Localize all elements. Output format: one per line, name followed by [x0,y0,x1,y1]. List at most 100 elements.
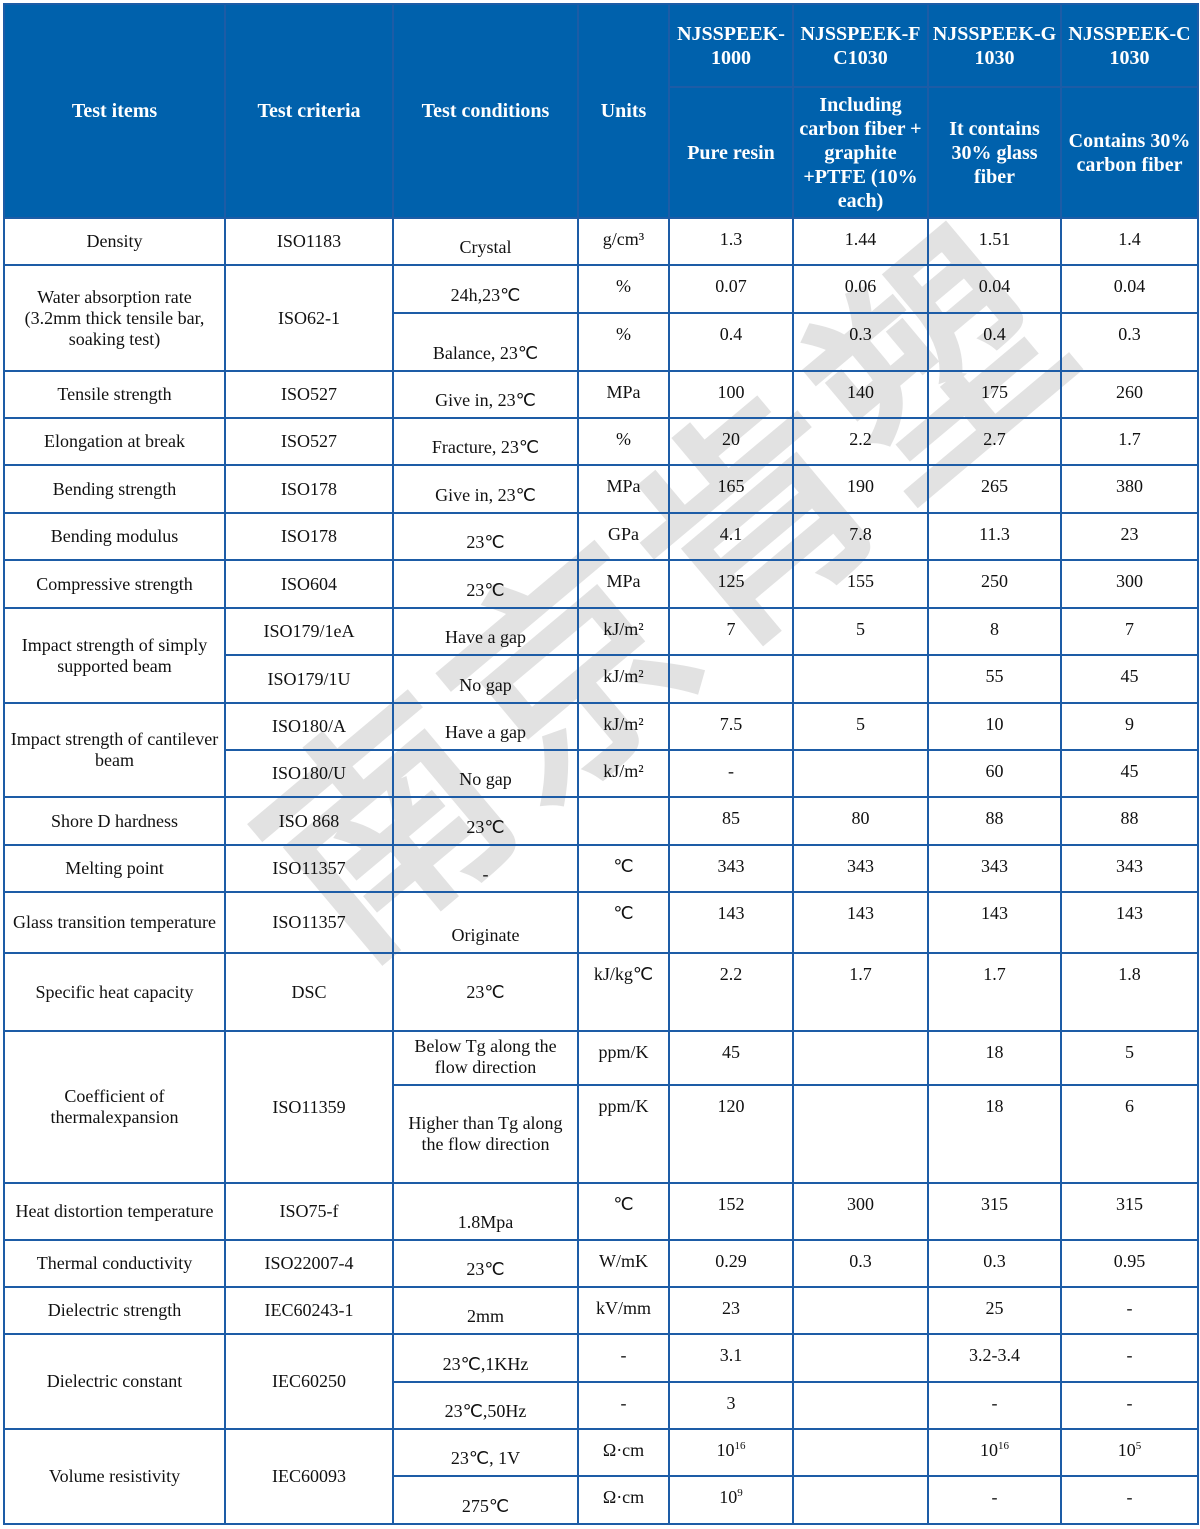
value-g1030: 250 [981,571,1008,591]
value-1000: 0.4 [719,324,743,344]
test-condition-cell: No gap [392,654,579,704]
value-1000-cell: 20 [668,417,794,466]
unit-cell: Ω·cm [577,1475,670,1525]
unit-cell: kJ/m² [577,607,670,656]
test-criteria: IEC60250 [272,1371,346,1391]
test-item-cell: Heat distortion temperature [3,1182,226,1241]
test-condition-cell: 23℃ [392,559,579,609]
unit: MPa [606,476,641,496]
test-criteria: ISO179/1U [267,668,351,689]
value-1000-cell: 7 [668,607,794,656]
test-condition: Fracture, 23℃ [431,437,540,457]
value-1000: 100 [717,382,745,402]
value-c1030: 380 [1116,476,1143,496]
value-c1030: 10 [1117,1440,1136,1460]
value-1000-cell: 3.1 [668,1333,794,1383]
value-g1030-cell: 55 [927,654,1062,704]
test-condition: 1.8Mpa [457,1212,514,1232]
value-1000: 143 [717,903,745,923]
value-fc1030: 2.2 [849,429,872,449]
table-row: Coefficient of thermalexpansion ISO11359 B… [3,1030,1199,1184]
test-item-cell: Impact strength of simply supported beam [3,607,226,704]
value-1000-cell: 23 [668,1286,794,1335]
value-c1030-cell: 1.7 [1060,417,1199,466]
table-row: Shore D hardness ISO 868 23℃ 85 80 88 88 [3,796,1199,846]
value-c1030-cell: 23 [1060,512,1199,561]
test-item: Bending strength [52,478,177,499]
test-criteria: IEC60093 [272,1466,346,1486]
value-g1030: 175 [981,382,1008,402]
value-c1030-cell: 1.8 [1060,952,1199,1032]
value-1000: 85 [722,808,740,828]
table-row: Compressive strength ISO604 23℃ MPa 125 155 25… [3,559,1199,609]
test-criteria-cell: IEC60243-1 [224,1286,394,1335]
table-row: Specific heat capacity DSC 23℃ kJ/kg℃ 2.2 1.7… [3,952,1199,1032]
value-g1030: 10 [980,1440,998,1460]
test-item-cell: Thermal conductivity [3,1239,226,1288]
value-c1030: 7 [1125,619,1134,639]
test-condition: Originate [451,925,520,945]
value-g1030-cell: 1.7 [927,952,1062,1032]
value-fc1030: 0.3 [849,324,872,344]
test-condition: Have a gap [445,722,526,742]
value-g1030-cell: 0.4 [927,312,1062,372]
value-1000-cell: 152 [668,1182,794,1241]
value-c1030: 0.3 [1118,324,1141,344]
value-fc1030-cell: 0.3 [792,1239,929,1288]
table-row: Tensile strength ISO527 Give in, 23℃ MPa 100… [3,370,1199,419]
value-c1030-cell: - [1060,1333,1199,1383]
test-item-cell: Compressive strength [3,559,226,609]
test-condition-cell: Have a gap [392,702,579,751]
test-item: Heat distortion temperature [15,1201,214,1221]
value-1000: 23 [722,1298,740,1318]
test-item-cell: Shore D hardness [3,796,226,846]
value-1000: 45 [722,1042,740,1062]
test-criteria: ISO180/U [271,763,346,783]
value-1000-cell: 3 [668,1381,794,1430]
value-fc1030-cell: 143 [792,891,929,954]
value-c1030-cell: - [1060,1475,1199,1525]
exponent: 16 [998,1440,1009,1452]
test-condition: Give in, 23℃ [435,390,536,410]
unit-cell: ℃ [577,1182,670,1241]
value-fc1030-cell: 2.2 [792,417,929,466]
value-g1030: 0.4 [983,324,1006,344]
unit: % [616,324,631,344]
value-c1030: - [1126,1298,1133,1318]
value-g1030-cell: 343 [927,844,1062,893]
value-1000-cell: 0.07 [668,264,794,314]
test-condition: - [482,864,489,884]
test-criteria: ISO527 [280,431,337,451]
table-row: Melting point ISO11357 - ℃ 343 343 343 343 [3,844,1199,893]
test-condition: Crystal [459,237,512,257]
test-criteria: ISO1183 [276,231,342,251]
test-item: Melting point [65,858,164,878]
value-1000: 3 [726,1393,736,1413]
value-c1030-cell: 88 [1060,796,1199,846]
test-condition: Higher than Tg along the flow direction [408,1113,563,1154]
header-test-criteria: Test criteria [224,3,394,219]
test-condition: No gap [459,675,512,695]
unit: Ω·cm [602,1440,645,1460]
test-item: Tensile strength [57,384,172,404]
value-g1030: 18 [985,1042,1004,1062]
unit-cell: kJ/m² [577,749,670,798]
unit-cell: kJ/kg℃ [577,952,670,1032]
table-row: Volume resistivity IEC60093 23℃, 1V Ω·cm 101… [3,1428,1199,1525]
table-row: Density ISO1183 Crystal g/cm³ 1.3 1.44 1.51 1.4 [3,217,1199,266]
value-c1030: - [1126,1393,1133,1413]
value-g1030-cell: 143 [927,891,1062,954]
exponent: 9 [737,1487,743,1499]
value-fc1030-cell [792,749,929,798]
value-1000-cell: 7.5 [668,702,794,751]
test-criteria-cell: ISO179/1eA [224,607,394,656]
value-fc1030-cell [792,1428,929,1477]
table-row: 23℃,50Hz - 3 - - [4,1381,1199,1430]
value-1000-cell: 143 [668,891,794,954]
test-condition: 23℃, 1V [450,1448,521,1468]
header-product-name: NJSSPEEK-FC1030 [792,3,929,88]
value-fc1030-cell: 80 [792,796,929,846]
unit-cell: ℃ [577,891,670,954]
test-item: Compressive strength [36,573,193,594]
table-row: Impact strength of cantilever beam ISO180… [3,702,1199,798]
